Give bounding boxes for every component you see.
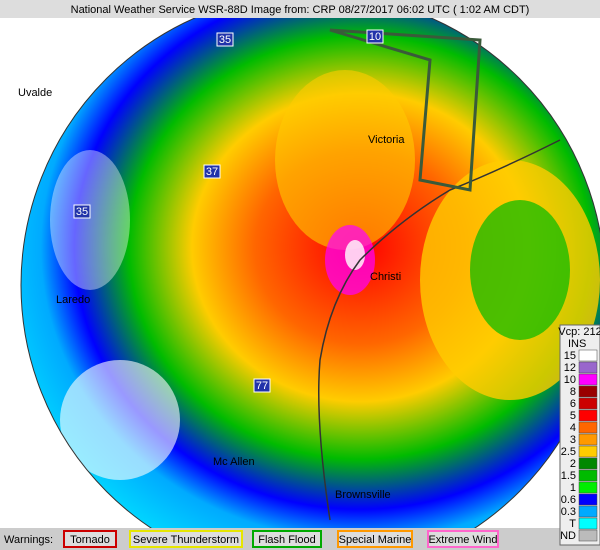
legend-label: 3 — [570, 434, 576, 446]
highway-number: 77 — [256, 380, 268, 392]
legend-swatch — [578, 397, 598, 410]
city-label: Brownsville — [335, 489, 391, 501]
legend-swatch — [578, 349, 598, 362]
highway-number: 35 — [76, 206, 88, 218]
legend-label: 5 — [570, 410, 576, 422]
warning-chip — [63, 530, 117, 548]
city-label: Mc Allen — [213, 456, 255, 468]
city-label: Christi — [370, 271, 401, 283]
legend-swatch — [578, 505, 598, 518]
warning-label: Special Marine — [339, 534, 412, 546]
legend-label: 12 — [564, 362, 576, 374]
highway-number: 35 — [219, 34, 231, 46]
legend-swatch — [578, 517, 598, 530]
legend-label: 10 — [564, 374, 576, 386]
highway-number: 37 — [206, 166, 218, 178]
warning-label: Tornado — [70, 534, 110, 546]
warnings-label: Warnings: — [4, 534, 53, 546]
legend-label: 15 — [564, 350, 576, 362]
city-label: Uvalde — [18, 87, 52, 99]
header-bar — [0, 0, 600, 18]
legend-label: 2.5 — [561, 446, 576, 458]
warning-label: Flash Flood — [258, 534, 315, 546]
legend-swatch — [578, 469, 598, 482]
legend-label: T — [569, 518, 576, 530]
legend-label: ND — [560, 530, 576, 542]
legend-unit: INS — [568, 338, 586, 350]
legend-swatch — [578, 433, 598, 446]
watch-outline — [329, 28, 482, 192]
legend-swatch — [578, 493, 598, 506]
coastline — [318, 139, 561, 521]
legend-label: 1 — [570, 482, 576, 494]
warning-chip — [427, 530, 499, 548]
city-label: Victoria — [368, 134, 405, 146]
highway-shield — [73, 204, 91, 219]
legend-swatch — [578, 529, 598, 542]
legend-label: 0.3 — [561, 506, 576, 518]
legend-swatch — [578, 481, 598, 494]
highway-number: 10 — [369, 31, 381, 43]
warning-chip — [252, 530, 322, 548]
city-label: Laredo — [56, 294, 90, 306]
warning-label: Extreme Wind — [428, 534, 497, 546]
highway-shield — [253, 378, 271, 393]
highway-shield — [216, 32, 234, 47]
legend-swatch — [578, 421, 598, 434]
warning-chip — [129, 530, 243, 548]
legend-swatch — [578, 361, 598, 374]
legend-swatch — [578, 445, 598, 458]
highway-shield — [366, 29, 384, 44]
legend-swatch — [578, 373, 598, 386]
legend-label: 1.5 — [561, 470, 576, 482]
legend-swatch — [578, 457, 598, 470]
legend-label: 8 — [570, 386, 576, 398]
legend-label: 4 — [570, 422, 576, 434]
legend-label: 6 — [570, 398, 576, 410]
legend-label: 2 — [570, 458, 576, 470]
warning-label: Severe Thunderstorm — [133, 534, 239, 546]
legend-swatch — [578, 409, 598, 422]
legend-label: 0.6 — [561, 494, 576, 506]
highway-shield — [203, 164, 221, 179]
header-title: National Weather Service WSR-88D Image f… — [71, 4, 530, 16]
legend-swatch — [578, 385, 598, 398]
legend-vcp: Vcp: 212 — [558, 326, 600, 338]
warning-chip — [337, 530, 413, 548]
